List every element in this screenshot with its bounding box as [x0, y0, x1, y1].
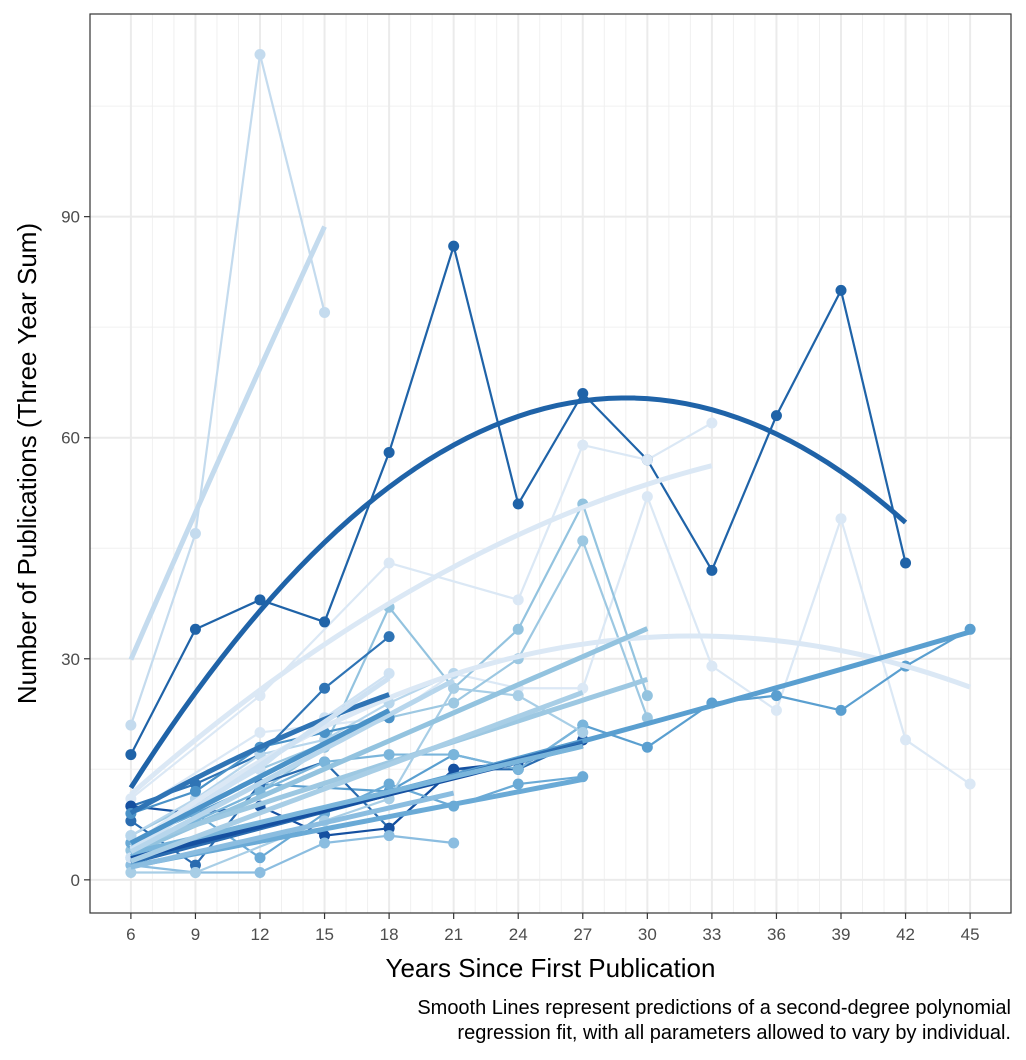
series-8-point	[319, 682, 331, 694]
series-1-point	[512, 498, 524, 510]
fitted-curves	[128, 225, 971, 870]
series-5-point	[641, 741, 653, 753]
series-10-point	[448, 763, 460, 775]
series-12-point	[319, 756, 331, 768]
series-13-point	[254, 866, 266, 878]
series-13-point	[448, 837, 460, 849]
series-14-point	[125, 866, 137, 878]
x-tick-label: 6	[126, 925, 135, 944]
series-1-point	[319, 616, 331, 628]
series-7-point	[448, 697, 460, 709]
series-13-point	[383, 830, 395, 842]
series-12-point	[448, 749, 460, 761]
series-2-point	[125, 719, 137, 731]
x-tick-label: 24	[509, 925, 528, 944]
series-2-point	[189, 528, 201, 540]
series-3-point	[641, 454, 653, 466]
series-13-point	[319, 837, 331, 849]
series-3-point	[512, 594, 524, 606]
series-17-fit-curve	[129, 708, 391, 846]
series-1-point	[577, 387, 589, 399]
series-1-point	[125, 749, 137, 761]
series-4-point	[641, 491, 653, 503]
caption-line-1: Smooth Lines represent predictions of a …	[417, 997, 1011, 1019]
series-8-fit-curve	[129, 692, 390, 816]
series-3-point	[577, 439, 589, 451]
series-1-point	[835, 284, 847, 296]
series-2-point	[254, 49, 266, 61]
series-1-point	[770, 410, 782, 422]
series-14-point	[512, 690, 524, 702]
series-6-point	[512, 623, 524, 635]
x-tick-label: 33	[702, 925, 721, 944]
x-axis-title: Years Since First Publication	[386, 953, 716, 983]
x-tick-label: 45	[961, 925, 980, 944]
series-1-point	[189, 623, 201, 635]
major-gridlines	[90, 14, 1011, 913]
series-5-line	[130, 628, 971, 844]
x-tick-label: 36	[767, 925, 786, 944]
series-14-fit-curve	[130, 690, 584, 864]
series-2-fit-curve	[128, 225, 327, 661]
y-tick-label: 90	[61, 208, 80, 227]
series-4-point	[964, 778, 976, 790]
series-11-point	[254, 852, 266, 864]
series-7-point	[577, 535, 589, 547]
series-11-point	[383, 778, 395, 790]
y-axis: 0 30 60 90	[61, 208, 90, 890]
series-3-point	[706, 417, 718, 429]
series-4-point	[770, 704, 782, 716]
series-6-point	[641, 690, 653, 702]
series-2-point	[319, 306, 331, 318]
series-1-point	[448, 240, 460, 252]
minor-gridlines	[90, 14, 1011, 913]
caption-line-2: regression fit, with all parameters allo…	[457, 1022, 1011, 1044]
series-3-point	[383, 557, 395, 569]
series-16-line	[130, 672, 455, 837]
y-tick-label: 30	[61, 650, 80, 669]
series-13-line	[130, 834, 454, 874]
x-tick-label: 9	[191, 925, 200, 944]
series-5-point	[835, 704, 847, 716]
series-14-point	[448, 682, 460, 694]
series-5-point	[770, 690, 782, 702]
y-axis-title: Number of Publications (Three Year Sum)	[12, 223, 42, 704]
series-16-fit-curve	[129, 678, 455, 855]
y-tick-label: 60	[61, 429, 80, 448]
series-1-point	[254, 594, 266, 606]
series-1-point	[706, 564, 718, 576]
series-4-point	[254, 726, 266, 738]
series-17-point	[189, 785, 201, 797]
series-2-line	[129, 53, 326, 726]
series-15-point	[383, 668, 395, 680]
series-16-point	[125, 830, 137, 842]
series-11-point	[512, 778, 524, 790]
series-6-line	[130, 502, 649, 852]
series-4-point	[900, 734, 912, 746]
x-tick-label: 30	[638, 925, 657, 944]
series-1-point	[900, 557, 912, 569]
panel-border	[89, 13, 1012, 914]
x-tick-label: 39	[832, 925, 851, 944]
series-4-point	[706, 660, 718, 672]
x-axis: 6 9 12 15 18 21 24 27 30 33 36 39 42 45	[126, 913, 980, 944]
series-13-fit-curve	[130, 790, 455, 870]
y-tick-label: 0	[71, 871, 80, 890]
x-tick-label: 18	[380, 925, 399, 944]
series-4-point	[835, 513, 847, 525]
x-tick-label: 42	[896, 925, 915, 944]
series-3-fit-curve	[129, 463, 713, 797]
x-tick-label: 27	[573, 925, 592, 944]
series-12-point	[383, 749, 395, 761]
x-tick-label: 15	[315, 925, 334, 944]
series-8-point	[383, 631, 395, 643]
series-12-point	[512, 763, 524, 775]
series-1-point	[383, 446, 395, 458]
x-tick-label: 12	[251, 925, 270, 944]
series-14-point	[577, 726, 589, 738]
series-14-point	[189, 866, 201, 878]
series-1-fit-curve	[128, 395, 908, 790]
x-tick-label: 21	[444, 925, 463, 944]
